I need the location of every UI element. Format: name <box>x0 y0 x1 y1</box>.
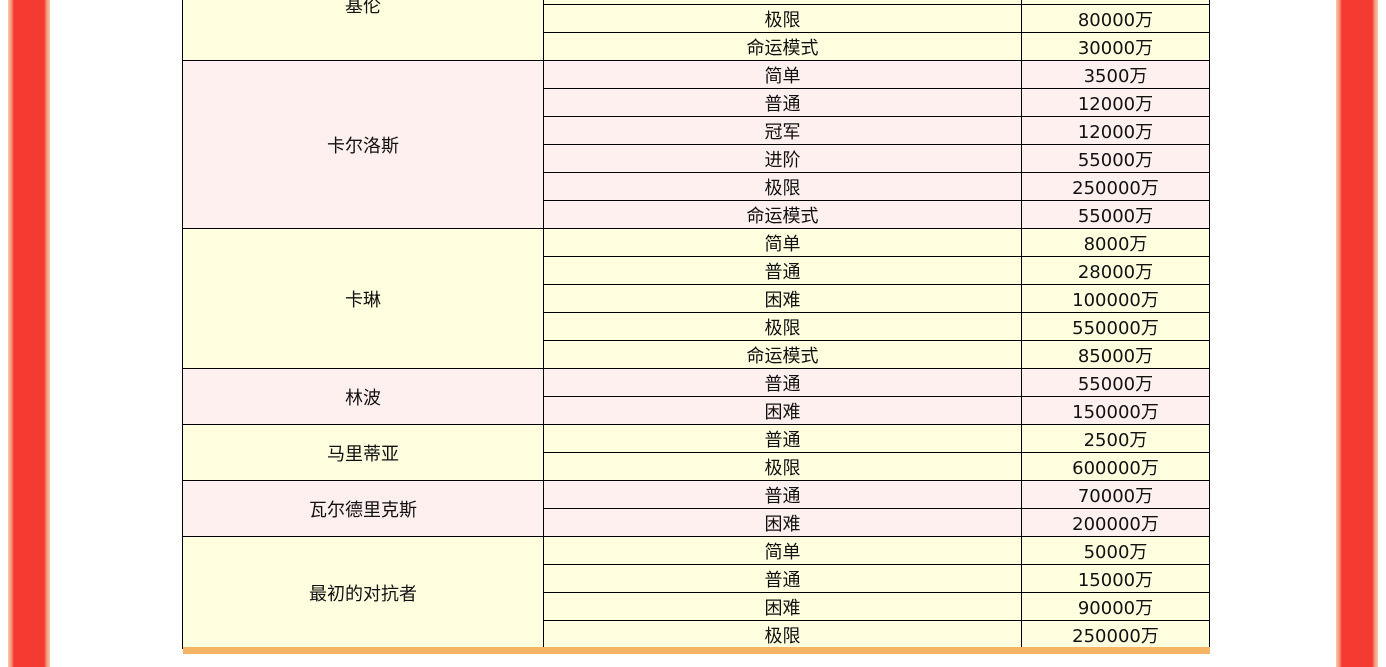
value-cell: 55000万 <box>1021 368 1210 397</box>
value-cell: 150000万 <box>1021 396 1210 425</box>
value-cell: 3500万 <box>1021 60 1210 89</box>
value-cell: 5000万 <box>1021 536 1210 565</box>
value-cell: 8000万 <box>1021 228 1210 257</box>
value-cell: 30000万 <box>1021 32 1210 61</box>
group-name: 卡琳 <box>182 228 544 369</box>
difficulty-cell: 进阶 <box>543 144 1022 173</box>
value-cell: 12000万 <box>1021 116 1210 145</box>
group-name: 最初的对抗者 <box>182 536 544 649</box>
value-cell: 28000万 <box>1021 256 1210 285</box>
difficulty-cell: 困难 <box>543 508 1022 537</box>
table-footer-bar <box>183 647 1210 654</box>
value-cell: 2500万 <box>1021 424 1210 453</box>
difficulty-cell: 普通 <box>543 424 1022 453</box>
difficulty-cell: 命运模式 <box>543 200 1022 229</box>
difficulty-cell: 命运模式 <box>543 32 1022 61</box>
difficulty-cell: 普通 <box>543 480 1022 509</box>
difficulty-cell: 简单 <box>543 228 1022 257</box>
group-name: 基伦 <box>182 0 544 61</box>
group-name: 林波 <box>182 368 544 425</box>
right-border <box>1336 0 1378 667</box>
value-cell: 600000万 <box>1021 452 1210 481</box>
value-cell: 85000万 <box>1021 340 1210 369</box>
difficulty-cell: 极限 <box>543 452 1022 481</box>
value-cell: 100000万 <box>1021 284 1210 313</box>
difficulty-cell: 极限 <box>543 312 1022 341</box>
difficulty-cell: 命运模式 <box>543 340 1022 369</box>
left-border <box>8 0 50 667</box>
group-name: 卡尔洛斯 <box>182 60 544 229</box>
difficulty-cell: 极限 <box>543 172 1022 201</box>
difficulty-cell: 困难 <box>543 592 1022 621</box>
value-cell: 80000万 <box>1021 4 1210 33</box>
difficulty-cell: 冠军 <box>543 116 1022 145</box>
difficulty-cell: 简单 <box>543 536 1022 565</box>
value-cell: 15000万 <box>1021 564 1210 593</box>
difficulty-cell: 简单 <box>543 60 1022 89</box>
value-cell: 55000万 <box>1021 200 1210 229</box>
value-cell: 250000万 <box>1021 172 1210 201</box>
value-cell: 12000万 <box>1021 88 1210 117</box>
value-cell: 550000万 <box>1021 312 1210 341</box>
group-name: 瓦尔德里克斯 <box>182 480 544 537</box>
difficulty-cell: 普通 <box>543 564 1022 593</box>
value-cell: 200000万 <box>1021 508 1210 537</box>
value-cell: 55000万 <box>1021 144 1210 173</box>
difficulty-cell: 普通 <box>543 88 1022 117</box>
difficulty-cell: 极限 <box>543 4 1022 33</box>
difficulty-cell: 普通 <box>543 368 1022 397</box>
group-name: 马里蒂亚 <box>182 424 544 481</box>
value-cell: 70000万 <box>1021 480 1210 509</box>
difficulty-cell: 普通 <box>543 256 1022 285</box>
difficulty-cell: 极限 <box>543 620 1022 649</box>
difficulty-cell: 困难 <box>543 284 1022 313</box>
value-cell: 90000万 <box>1021 592 1210 621</box>
difficulty-cell: 困难 <box>543 396 1022 425</box>
value-cell: 250000万 <box>1021 620 1210 649</box>
